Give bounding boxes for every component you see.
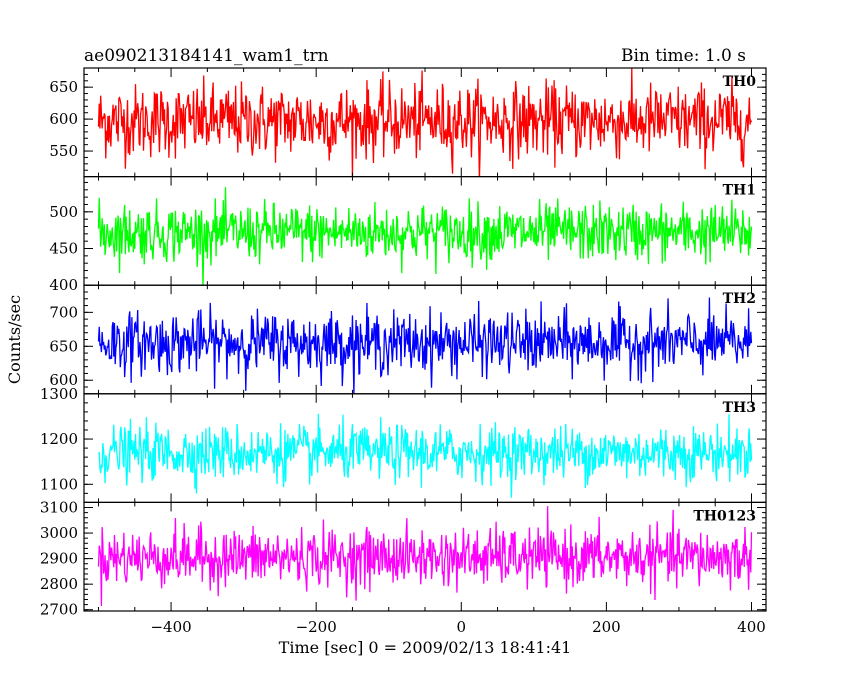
y-tick-label: 450: [49, 240, 78, 258]
y-tick-label: 2700: [40, 601, 78, 619]
x-tick-label: 200: [592, 618, 621, 636]
x-tick-label: 0: [457, 618, 467, 636]
y-tick-label: 1200: [40, 430, 78, 448]
series-line-th0123: [97, 506, 753, 606]
y-tick-label: 3000: [40, 524, 78, 542]
chart-title: ae090213184141_wam1_trn: [84, 46, 329, 66]
y-tick-label: 650: [49, 78, 78, 96]
bin-time-label: Bin time: 1.0 s: [620, 46, 746, 66]
y-tick-label: 3100: [40, 499, 78, 517]
y-tick-label: 700: [49, 303, 78, 321]
y-tick-label: 1300: [40, 385, 78, 403]
series-line-th1: [97, 187, 753, 286]
panel-label-th1: TH1: [723, 183, 756, 199]
x-tick-label: 400: [737, 618, 766, 636]
series-line-th0: [97, 68, 753, 177]
x-tick-label: −400: [150, 618, 191, 636]
y-tick-label: 600: [49, 110, 78, 128]
series-line-th3: [97, 413, 753, 498]
panel-frame-th0: [83, 67, 767, 178]
y-tick-label: 550: [49, 142, 78, 160]
y-tick-label: 400: [49, 276, 78, 294]
panel-label-th0: TH0: [723, 74, 757, 90]
panel-label-th3: TH3: [723, 400, 756, 416]
panel-label-th2: TH2: [723, 291, 756, 307]
y-tick-label: 1100: [40, 475, 78, 493]
y-tick-label: 2900: [40, 550, 78, 568]
series-line-th2: [97, 297, 753, 394]
y-tick-label: 500: [49, 203, 78, 221]
y-tick-label: 2800: [40, 575, 78, 593]
panel-label-th0123: TH0123: [693, 508, 756, 524]
y-axis-title: Counts/sec: [5, 295, 24, 384]
y-tick-label: 650: [49, 337, 78, 355]
x-axis-title: Time [sec] 0 = 2009/02/13 18:41:41: [279, 638, 572, 657]
x-tick-label: −200: [296, 618, 337, 636]
y-tick-label: 600: [49, 371, 78, 389]
